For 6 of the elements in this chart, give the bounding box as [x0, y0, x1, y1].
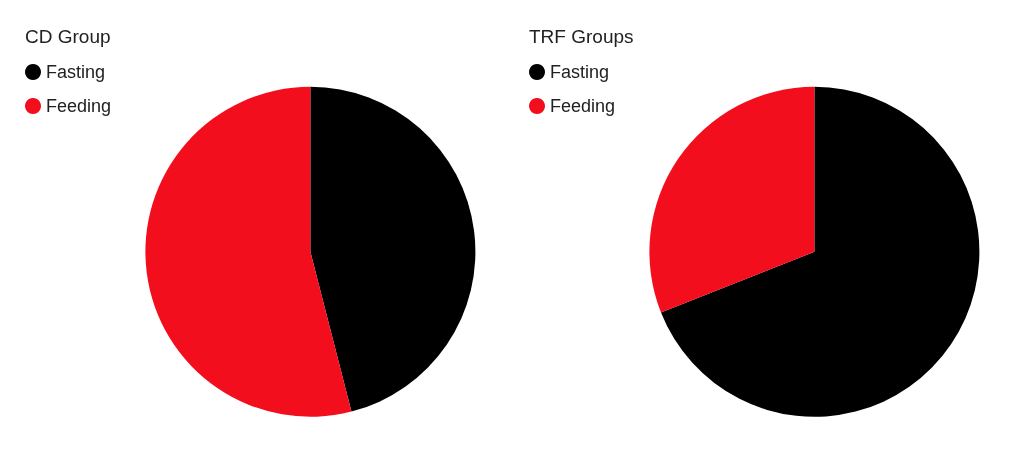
- legend-label: Fasting: [46, 62, 106, 82]
- chart-title: CD Group: [25, 26, 111, 47]
- legend-label: Feeding: [550, 96, 616, 116]
- chart-title: TRF Groups: [529, 26, 634, 47]
- legend-label: Fasting: [550, 62, 610, 82]
- legend-label: Feeding: [46, 96, 112, 116]
